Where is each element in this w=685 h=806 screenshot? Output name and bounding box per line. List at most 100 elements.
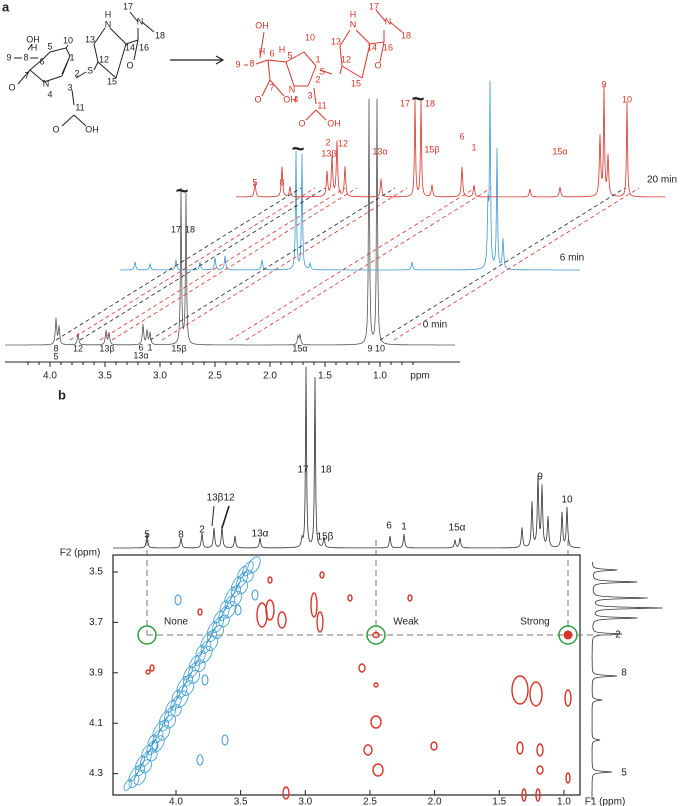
peak-label: 10 [561,495,573,506]
peak-label: 9 [367,343,372,353]
arrow [211,505,215,527]
atom-label: N [105,19,112,29]
atom-label: 3 [307,90,312,100]
contour-red [536,765,544,775]
contour-red [277,611,287,629]
reactant-bonds [14,11,155,127]
peak-label: 13α [252,529,269,540]
contour-blue [157,725,171,741]
peak-label: 12 [223,493,235,504]
arrow [221,505,230,529]
atom-label: O [52,124,59,134]
atom-label: O [8,82,15,92]
atom-label: 2 [315,74,320,84]
peak-label: 6 [138,342,143,352]
contour-red [536,743,544,757]
contour-red [372,763,384,777]
atom-label: 14 [125,42,135,52]
peak-label: 13β [321,148,336,158]
spectrum-time: 6 min [560,253,584,264]
atom-label: S [87,65,93,75]
connector [161,187,408,341]
contour-blue [134,755,146,771]
tick-label: 4.0 [43,371,57,382]
annotation: Strong [520,617,549,628]
contour-red [145,669,151,675]
contour-red [373,682,379,688]
peak-label: 18 [185,224,195,234]
atom-label: N [385,16,392,26]
peak-label: 5 [621,768,627,779]
product-bonds [244,9,403,121]
atom-label: 17 [123,1,133,11]
atom-label: 12 [99,54,109,64]
peak-label: 2 [199,525,205,536]
highlight-circle [558,625,578,645]
tick-label: 3.0 [298,797,312,806]
contour-red [319,571,325,579]
tick-label: 4.3 [89,768,103,779]
contour-blue [221,734,229,746]
contour-blue [237,565,247,580]
atom-label: 13 [331,36,341,46]
contour-red [310,592,318,618]
tick-label: 2.0 [428,797,442,806]
contour-red [564,689,572,707]
peak-label: 18 [320,465,332,476]
contour-blue [234,604,242,616]
contour-red [372,631,380,639]
atom-label: 11 [75,102,84,112]
contour-blue [159,719,169,732]
atom-label: N [289,84,296,94]
spectrum-0min [5,98,455,346]
spectrum-20min [236,85,665,198]
atom-label: 16 [139,42,149,52]
tick-label: 1.5 [492,797,506,806]
contour-blue [219,600,229,612]
contour-red [535,788,541,802]
atom-label: O [254,94,261,104]
contour-blue [147,734,157,747]
peak-label: 5 [144,530,150,541]
contour-red [149,664,155,672]
atom-label: O [126,60,133,70]
tick-label: 3.0 [153,371,167,382]
atom-label: N [43,78,50,88]
contour-red [265,599,275,621]
atom-label: 9 [6,52,11,62]
tick-label: 1.0 [373,371,387,382]
peak-label: 12 [338,138,348,148]
atom-label: 1 [69,52,74,62]
contour-red [282,786,290,800]
contour-red [529,681,543,707]
contour-red [256,602,268,628]
axis-label: F1 (ppm) [585,797,626,806]
atom-label: 4 [47,89,52,99]
tick-label: 3.5 [98,371,112,382]
peak-label: 13α [372,146,387,156]
atom-label: 15 [351,78,361,88]
atom-label: 14 [367,42,377,52]
peak-label: 17 [297,465,309,476]
contour-blue [229,590,243,607]
projection-f2 [591,562,663,800]
peak-label: 10 [622,94,632,104]
atom-label: 8 [249,58,254,68]
atom-label: O [374,60,381,70]
atom-label: H [105,9,112,19]
contour-red [511,675,529,705]
atom-label: 5 [287,50,292,60]
axis-label: F2 (ppm) [60,548,101,559]
projection-f1 [113,366,580,549]
atom-label: 8 [23,52,28,62]
contour-red [430,741,438,751]
contour-blue [196,754,204,766]
contour-blue [183,674,193,687]
contour-blue [189,655,199,669]
atom-label: 7 [269,82,274,92]
peak-label: 13α [133,350,148,360]
atom-label: 6 [269,48,274,58]
peak-label: 9 [537,472,543,483]
atom-label: H [259,46,266,56]
